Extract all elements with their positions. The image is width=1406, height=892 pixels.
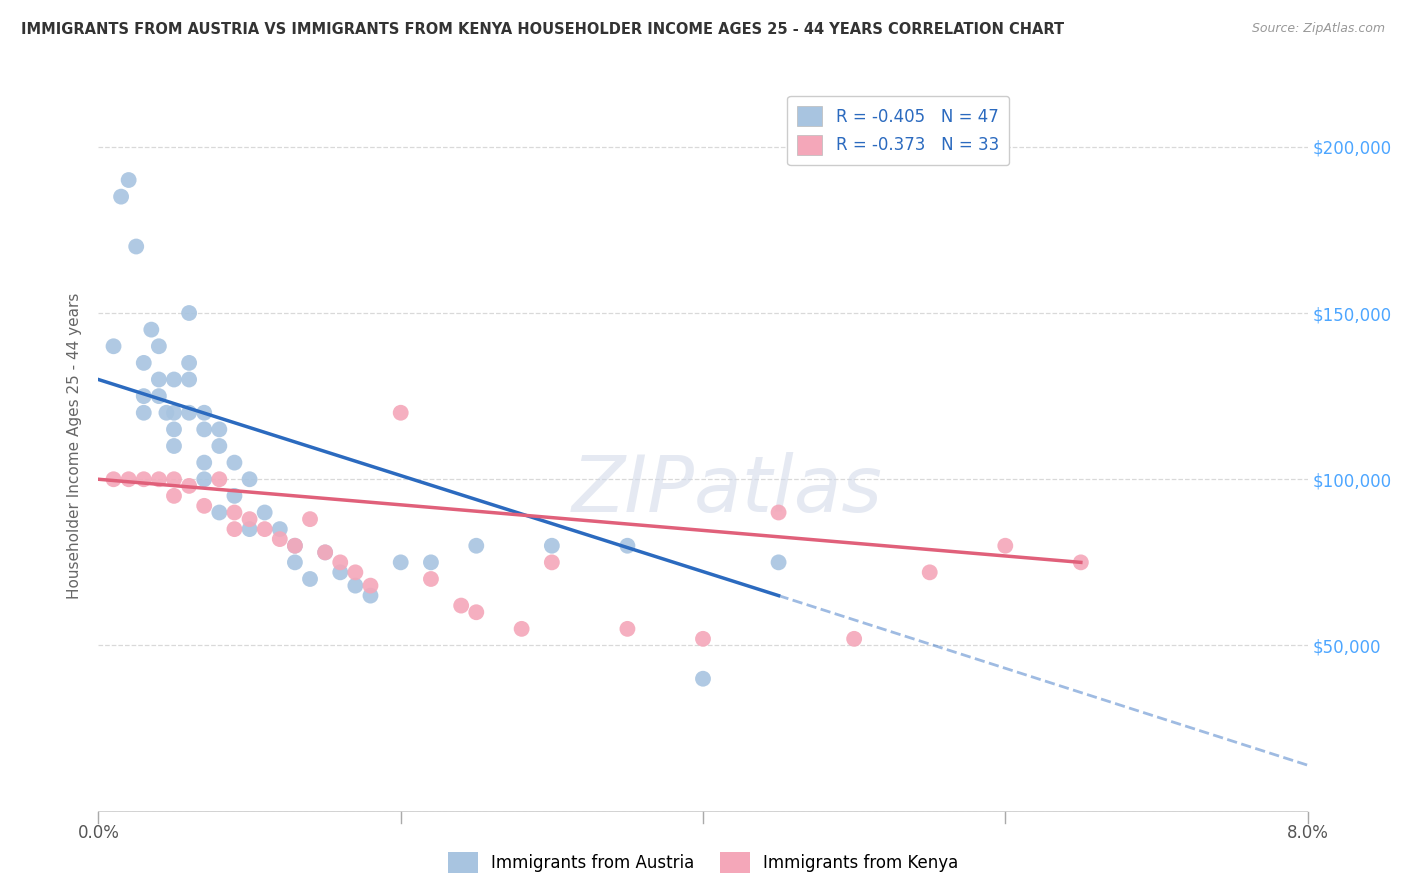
Point	[163, 472, 186, 486]
Text: Source: ZipAtlas.com: Source: ZipAtlas.com	[1251, 22, 1385, 36]
Point	[465, 539, 488, 553]
Point	[179, 372, 201, 386]
Point	[132, 472, 155, 486]
Point	[269, 532, 291, 546]
Point	[141, 323, 163, 337]
Point	[450, 599, 472, 613]
Point	[299, 512, 322, 526]
Point	[132, 389, 155, 403]
Point	[284, 539, 307, 553]
Point	[768, 555, 790, 569]
Point	[344, 566, 367, 580]
Point	[163, 422, 186, 436]
Point	[540, 539, 562, 553]
Y-axis label: Householder Income Ages 25 - 44 years: Householder Income Ages 25 - 44 years	[67, 293, 83, 599]
Point	[389, 406, 412, 420]
Point	[269, 522, 291, 536]
Point	[103, 472, 125, 486]
Point	[208, 439, 231, 453]
Point	[110, 189, 132, 203]
Point	[420, 555, 443, 569]
Point	[329, 555, 352, 569]
Point	[239, 522, 262, 536]
Point	[253, 506, 276, 520]
Point	[125, 239, 148, 253]
Point	[239, 472, 262, 486]
Point	[163, 439, 186, 453]
Point	[179, 479, 201, 493]
Point	[193, 406, 215, 420]
Point	[224, 506, 246, 520]
Point	[329, 566, 352, 580]
Point	[208, 506, 231, 520]
Point	[224, 522, 246, 536]
Point	[193, 472, 215, 486]
Point	[994, 539, 1017, 553]
Point	[510, 622, 533, 636]
Point	[224, 456, 246, 470]
Point	[155, 406, 177, 420]
Point	[344, 579, 367, 593]
Point	[148, 372, 170, 386]
Point	[239, 512, 262, 526]
Point	[132, 356, 155, 370]
Point	[616, 622, 638, 636]
Point	[844, 632, 866, 646]
Point	[314, 545, 336, 559]
Point	[360, 589, 382, 603]
Legend: Immigrants from Austria, Immigrants from Kenya: Immigrants from Austria, Immigrants from…	[441, 846, 965, 880]
Point	[148, 389, 170, 403]
Point	[465, 605, 488, 619]
Point	[540, 555, 562, 569]
Point	[692, 632, 714, 646]
Point	[299, 572, 322, 586]
Point	[208, 422, 231, 436]
Point	[193, 422, 215, 436]
Text: ZIPatlas: ZIPatlas	[572, 452, 883, 528]
Point	[163, 406, 186, 420]
Point	[918, 566, 941, 580]
Point	[118, 173, 141, 187]
Point	[284, 539, 307, 553]
Point	[179, 306, 201, 320]
Point	[193, 456, 215, 470]
Point	[253, 522, 276, 536]
Point	[284, 555, 307, 569]
Point	[148, 472, 170, 486]
Point	[389, 555, 412, 569]
Point	[132, 406, 155, 420]
Point	[208, 472, 231, 486]
Point	[179, 356, 201, 370]
Point	[360, 579, 382, 593]
Text: IMMIGRANTS FROM AUSTRIA VS IMMIGRANTS FROM KENYA HOUSEHOLDER INCOME AGES 25 - 44: IMMIGRANTS FROM AUSTRIA VS IMMIGRANTS FR…	[21, 22, 1064, 37]
Point	[692, 672, 714, 686]
Point	[420, 572, 443, 586]
Point	[616, 539, 638, 553]
Point	[179, 406, 201, 420]
Point	[118, 472, 141, 486]
Point	[224, 489, 246, 503]
Legend: R = -0.405   N = 47, R = -0.373   N = 33: R = -0.405 N = 47, R = -0.373 N = 33	[787, 96, 1010, 165]
Point	[768, 506, 790, 520]
Point	[163, 489, 186, 503]
Point	[163, 372, 186, 386]
Point	[103, 339, 125, 353]
Point	[148, 339, 170, 353]
Point	[1070, 555, 1092, 569]
Point	[193, 499, 215, 513]
Point	[314, 545, 336, 559]
